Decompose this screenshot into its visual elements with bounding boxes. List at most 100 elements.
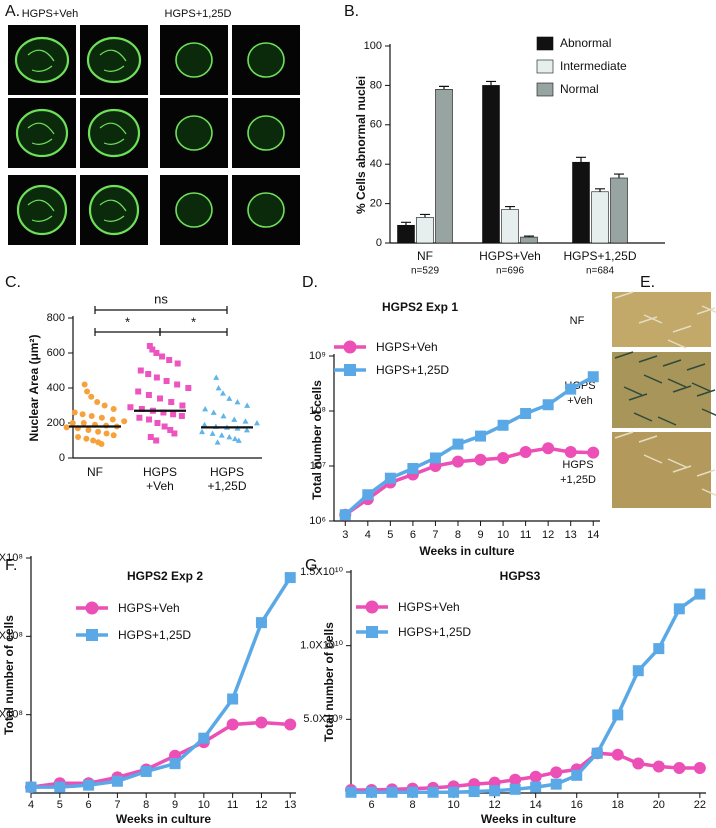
marker [693,761,706,774]
x-tick-label: 18 [612,799,624,811]
nucleus [14,36,70,84]
category-note: n=684 [586,266,615,277]
cell-streak [701,408,716,417]
marker [220,413,227,419]
marker [345,786,357,798]
marker [365,600,379,614]
y-tick-label: 10⁸ [309,405,326,417]
nucleus [247,192,285,228]
x-tick-label: 7 [114,799,120,811]
cell-streak [633,412,653,422]
marker [571,769,583,781]
marker [587,371,599,383]
nucleus-fold [99,49,127,72]
x-tick-label: 5 [57,799,63,811]
cell-streak [614,351,634,359]
marker [80,420,87,426]
marker [407,463,419,475]
marker [81,381,88,388]
cell-streak [667,378,687,388]
marker [284,718,297,731]
marker [135,388,142,395]
x-tick-label: 20 [653,799,665,811]
marker [497,419,509,431]
x-tick-label: 22 [694,799,706,811]
marker [284,572,296,584]
annotation: ns [154,291,168,306]
marker [103,430,110,437]
marker [198,732,210,744]
marker [564,445,577,458]
marker [209,430,216,436]
x-tick-label: 10 [497,529,509,541]
marker [147,434,154,440]
marker [694,588,706,600]
marker [550,766,563,779]
marker [94,399,101,405]
panel-label: C. [5,274,21,291]
y-tick-label: 4X10⁸ [0,630,23,642]
column-label: HGPS+1,25D [165,8,232,20]
marker [154,420,161,426]
marker [174,381,181,388]
x-tick-label: 11 [227,799,238,811]
marker [171,430,178,437]
marker [386,786,398,798]
legend-label: Normal [560,82,599,96]
marker [214,439,221,445]
legend-label: HGPS+1,25D [398,625,471,639]
marker [174,360,181,367]
cell-streak [638,316,658,324]
marker [591,747,603,759]
x-tick-label: 12 [489,799,501,811]
marker [673,603,685,615]
nucleus-fold [99,199,127,222]
marker [75,434,82,440]
legend-swatch [536,59,554,74]
column-label: HGPS+Veh [22,8,79,20]
marker [199,428,206,435]
marker [153,437,160,444]
cell-streak [657,416,677,426]
x-tick-label: 12 [542,529,554,541]
marker [255,716,268,729]
y-tick-label: 80 [370,79,382,91]
x-tick-label: 4 [28,799,34,811]
legend-swatch [536,82,554,97]
y-tick-label: 6X10⁸ [0,552,23,564]
cell-streak [667,458,687,468]
marker [95,428,102,435]
marker [110,432,117,439]
panel-label: F. [5,557,17,574]
x-axis-label: Weeks in culture [419,544,514,558]
marker [140,765,152,777]
chart-title: HGPS2 Exp 1 [382,300,458,314]
x-tick-label: 13 [565,529,577,541]
marker [83,779,95,791]
x-tick-label: HGPS [210,465,244,479]
marker [179,402,186,409]
x-axis-label: Weeks in culture [481,812,576,826]
bar [416,217,434,244]
bar [520,236,538,244]
error-bar [420,213,430,218]
y-tick-label: 40 [370,158,382,170]
marker [235,437,242,443]
y-tick-label: 5.0X10⁹ [303,713,343,725]
nucleus [175,42,213,78]
cell-streak [691,382,711,392]
nucleus-fold [27,49,55,72]
y-tick-label: 20 [370,198,382,210]
category-note: n=529 [411,266,440,277]
x-tick-label: 10 [198,799,210,811]
legend-label: HGPS+Veh [376,340,438,354]
cell-streak [643,454,663,464]
legend-label: Intermediate [560,59,627,73]
cell-streak [628,393,648,401]
y-axis-label: Nuclear Area (μm²) [27,335,41,442]
error-bar [486,80,496,86]
marker [429,452,441,464]
marker [215,385,222,391]
marker [88,413,95,419]
marker [520,408,532,420]
